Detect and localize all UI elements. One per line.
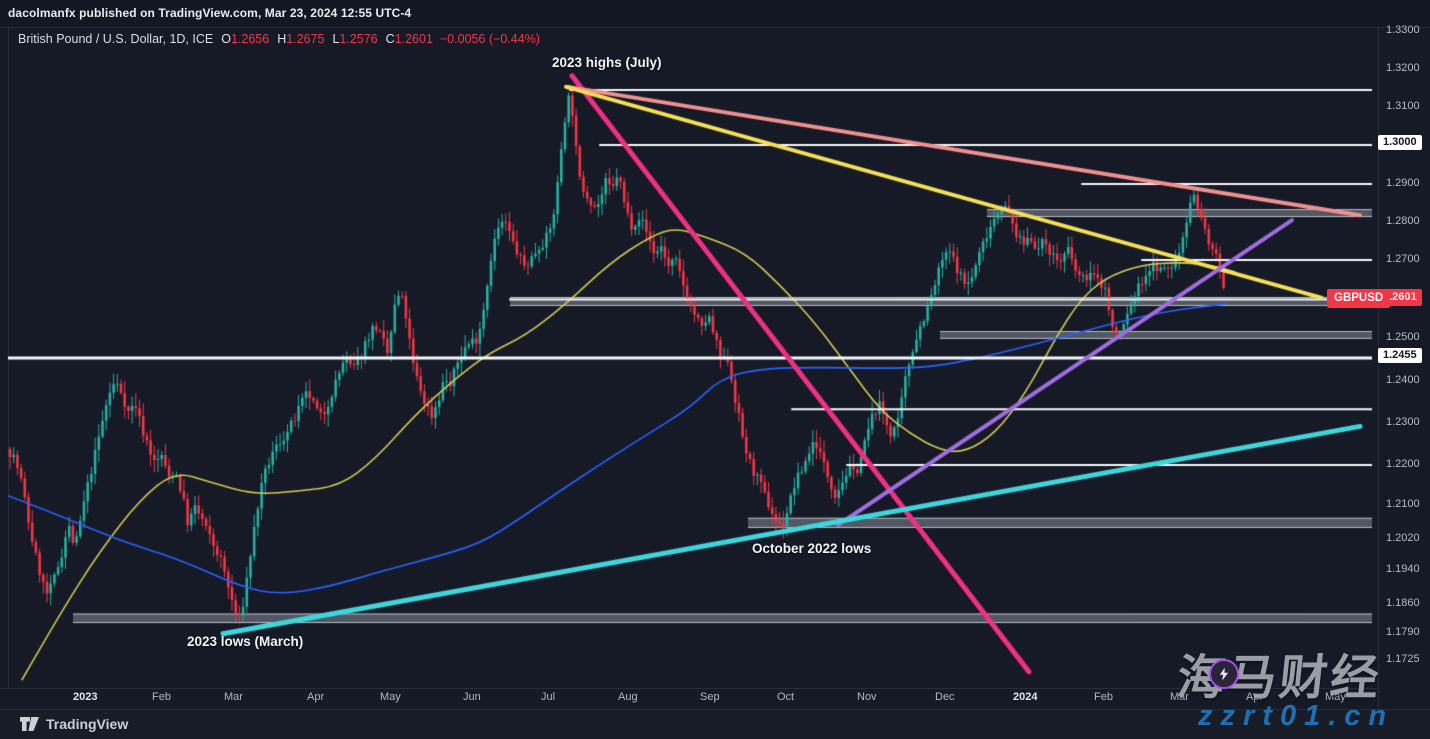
ohlc-key: C (385, 32, 395, 46)
tradingview-logo[interactable]: TradingView (20, 716, 128, 732)
price-tick: 1.2455 (1378, 348, 1422, 363)
time-tick-year: 2023 (73, 691, 98, 703)
time-tick: Mar (1170, 691, 1189, 703)
time-tick: Mar (224, 691, 243, 703)
symbol-badge-label: GBPUSD (1334, 292, 1384, 304)
lightning-icon (1219, 667, 1229, 681)
price-tick: 1.3100 (1386, 100, 1420, 112)
symbol-title: British Pound / U.S. Dollar, 1D, ICE (18, 32, 214, 46)
price-tick: 1.2900 (1386, 177, 1420, 189)
ohlc-values: O1.2656 H1.2675 L1.2576 C1.2601 −0.0056 (−0… (213, 32, 540, 46)
price-tick: 1.2200 (1386, 458, 1420, 470)
price-tick: 1.1940 (1386, 563, 1420, 575)
time-tick: Dec (935, 691, 955, 703)
ohlc-key: H (277, 32, 287, 46)
time-axis[interactable]: 2023 Feb Mar Apr May Jun Jul Aug Sep Oct Nov Dec 202… (0, 688, 1378, 709)
price-tick: 1.2500 (1386, 331, 1420, 343)
annotation-highs-2023: 2023 highs (July) (552, 55, 662, 70)
time-tick: Apr (307, 691, 325, 703)
time-tick: Oct (777, 691, 795, 703)
price-tick: 1.2300 (1386, 416, 1420, 428)
time-tick: Aug (618, 691, 638, 703)
price-axis[interactable]: 1.3300 1.3200 1.3100 1.3000 1.2900 1.2800 1.27… (1378, 24, 1430, 688)
price-tick: 1.2700 (1386, 253, 1420, 265)
time-tick-year: 2024 (1013, 691, 1038, 703)
ohlc-value: −0.0056 (−0.44%) (432, 32, 540, 46)
time-tick: Sep (700, 691, 720, 703)
price-tick: 1.1860 (1386, 597, 1420, 609)
time-tick: May (1325, 691, 1346, 703)
ohlc-key: O (221, 32, 231, 46)
price-tick: 1.3300 (1386, 24, 1420, 36)
ohlc-value: 1.2576 (339, 32, 378, 46)
bottom-bar: TradingView (0, 710, 1430, 739)
price-tick: 1.2100 (1386, 498, 1420, 510)
price-tick: 1.3000 (1378, 135, 1422, 150)
symbol-info[interactable]: British Pound / U.S. Dollar, 1D, ICE O1.2… (18, 32, 540, 46)
price-tick: 1.1790 (1386, 626, 1420, 638)
price-tick: 1.3200 (1386, 62, 1420, 74)
time-tick: Jun (463, 691, 481, 703)
time-tick: Nov (857, 691, 877, 703)
ohlc-value: 1.2656 (230, 32, 270, 46)
price-tick: 1.2800 (1386, 215, 1420, 227)
time-tick: May (380, 691, 401, 703)
time-tick: Feb (152, 691, 171, 703)
tradingview-logo-icon (20, 717, 39, 731)
annotation-lows-oct-2022: October 2022 lows (752, 541, 872, 556)
tradingview-logo-text: TradingView (46, 716, 129, 732)
ohlc-key: L (332, 32, 340, 46)
time-tick: Feb (1094, 691, 1113, 703)
ohlc-value: 1.2601 (394, 32, 433, 46)
time-tick: Apr (1246, 691, 1264, 703)
watermark-logo-icon (1209, 659, 1239, 689)
annotation-lows-2023: 2023 lows (March) (187, 634, 304, 649)
price-tick: 1.1725 (1386, 653, 1420, 665)
time-tick: Jul (541, 691, 556, 703)
symbol-price-badge: GBPUSD (1327, 289, 1391, 308)
price-tick: 1.2020 (1386, 532, 1420, 544)
watermark-url-text: zzrt01.cn (1198, 700, 1395, 732)
watermark-cjk-text: 海马财经 (1174, 652, 1385, 705)
price-tick: 1.2400 (1386, 374, 1420, 386)
ohlc-value: 1.2675 (286, 32, 325, 46)
